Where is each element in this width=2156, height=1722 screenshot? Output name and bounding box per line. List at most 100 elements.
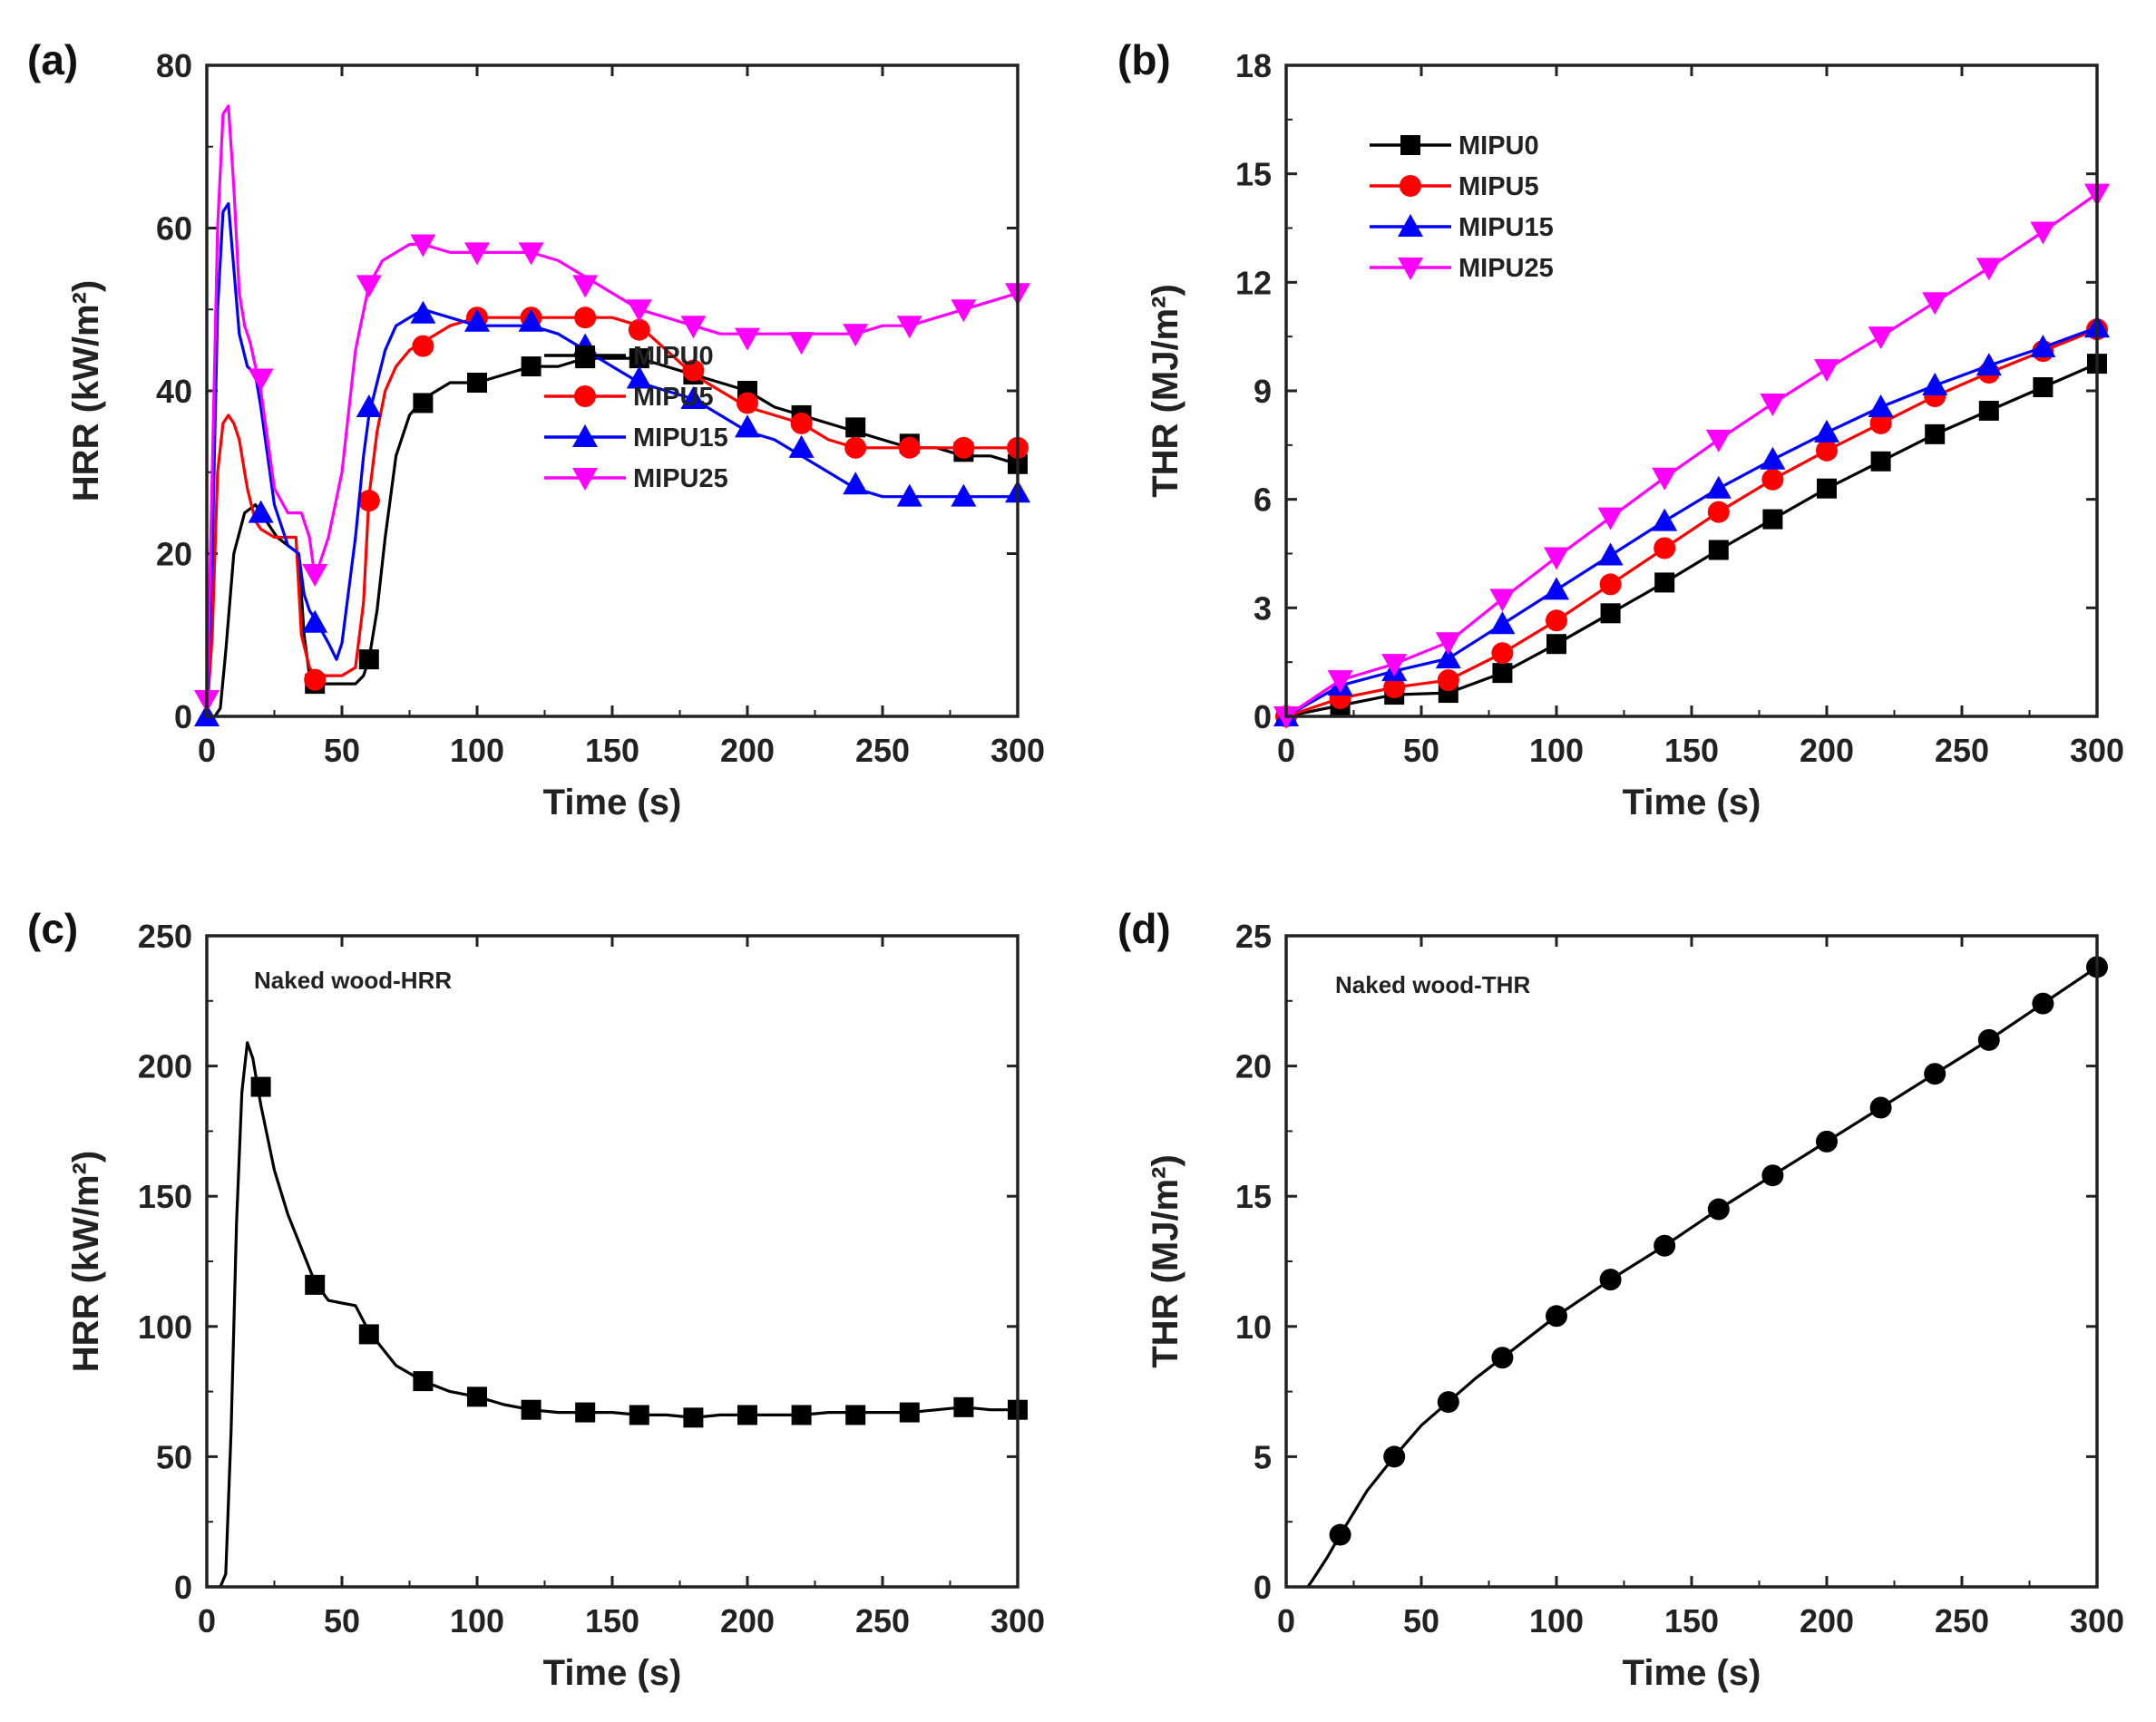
data-point-MIPU5 — [1707, 501, 1730, 523]
data-point-MIPU15 — [951, 483, 977, 507]
data-point-MIPU15 — [1435, 646, 1461, 669]
y-tick-label: 18 — [1235, 47, 1272, 84]
x-axis-title: Time (s) — [1623, 783, 1761, 822]
data-point-MIPU0 — [1708, 540, 1729, 560]
legend-label: MIPU15 — [1458, 213, 1554, 242]
data-point-MIPU25 — [896, 316, 922, 339]
data-point-Naked wood-HRR — [467, 1386, 487, 1407]
data-point-MIPU5 — [1761, 468, 1784, 491]
data-point-MIPU15 — [896, 483, 922, 507]
data-point-MIPU0 — [358, 649, 379, 670]
legend-label: MIPU5 — [1458, 172, 1539, 201]
data-point-Naked wood-THR — [1437, 1391, 1459, 1414]
series-line-Naked wood-THR — [1306, 966, 2097, 1587]
x-tick-label: 0 — [198, 1602, 216, 1639]
series-line-MIPU25 — [1286, 192, 2097, 716]
data-point-MIPU0 — [1817, 478, 1837, 499]
data-point-Naked wood-THR — [1924, 1063, 1946, 1085]
data-point-MIPU0 — [1600, 603, 1621, 624]
data-point-Naked wood-THR — [1599, 1269, 1622, 1291]
data-point-MIPU15 — [1489, 611, 1516, 635]
data-point-Naked wood-HRR — [413, 1371, 434, 1392]
data-point-MIPU25 — [788, 332, 815, 355]
data-point-MIPU15 — [410, 300, 436, 324]
x-tick-label: 100 — [450, 732, 504, 769]
y-tick-label: 50 — [156, 1438, 192, 1475]
data-point-MIPU0 — [1925, 423, 1946, 444]
legend-label: MIPU5 — [633, 383, 714, 412]
plot-frame — [205, 63, 1019, 718]
series-line-MIPU25 — [207, 104, 1018, 716]
data-point-Naked wood-THR — [1977, 1028, 2000, 1051]
y-tick-label: 200 — [138, 1048, 192, 1085]
y-tick-label: 0 — [174, 1569, 192, 1606]
data-point-MIPU5 — [952, 436, 975, 459]
series-line-MIPU15 — [1286, 326, 2097, 716]
y-tick-label: 100 — [138, 1309, 192, 1346]
data-point-MIPU0 — [1762, 509, 1783, 530]
data-point-Naked wood-THR — [1491, 1347, 1514, 1369]
data-point-MIPU25 — [572, 275, 599, 298]
data-point-Naked wood-THR — [1654, 1234, 1676, 1257]
data-point-MIPU5 — [357, 490, 380, 512]
data-point-MIPU25 — [410, 234, 436, 258]
data-point-MIPU5 — [790, 412, 813, 434]
data-point-MIPU25 — [1597, 507, 1624, 530]
data-point-MIPU25 — [1705, 429, 1732, 452]
y-tick-label: 25 — [1235, 918, 1272, 955]
panel-annotation: Naked wood-HRR — [254, 967, 452, 994]
data-point-MIPU0 — [845, 417, 866, 438]
series-line-MIPU5 — [207, 316, 1018, 716]
data-point-MIPU0 — [467, 373, 487, 394]
y-tick-label: 12 — [1235, 264, 1272, 301]
x-tick-label: 150 — [585, 1602, 639, 1639]
data-point-Naked wood-HRR — [737, 1405, 757, 1425]
series-line-MIPU15 — [207, 202, 1018, 716]
data-point-MIPU25 — [518, 242, 544, 266]
data-point-MIPU15 — [518, 308, 544, 332]
legend-marker — [1400, 175, 1421, 197]
data-point-Naked wood-THR — [1816, 1130, 1838, 1153]
data-point-Naked wood-THR — [1761, 1164, 1784, 1187]
data-point-MIPU25 — [1544, 547, 1569, 570]
data-point-MIPU5 — [1816, 439, 1838, 462]
data-point-Naked wood-HRR — [953, 1396, 974, 1417]
data-point-Naked wood-THR — [1329, 1523, 1351, 1546]
y-tick-label: 40 — [156, 373, 192, 410]
data-point-MIPU15 — [1922, 373, 1948, 396]
data-point-MIPU25 — [2030, 221, 2056, 245]
data-point-MIPU0 — [1978, 400, 1999, 421]
x-tick-label: 300 — [990, 732, 1045, 769]
data-point-Naked wood-HRR — [521, 1399, 541, 1420]
data-point-MIPU15 — [1544, 577, 1569, 600]
data-point-MIPU25 — [1381, 654, 1408, 677]
legend-marker — [1398, 258, 1423, 280]
data-point-MIPU0 — [1870, 451, 1891, 472]
y-tick-label: 250 — [138, 918, 192, 955]
data-point-MIPU5 — [737, 392, 758, 414]
data-point-MIPU15 — [1868, 394, 1894, 417]
x-tick-label: 50 — [1403, 732, 1439, 769]
data-point-MIPU15 — [626, 365, 652, 389]
data-point-Naked wood-HRR — [250, 1076, 271, 1097]
data-point-MIPU15 — [356, 394, 382, 417]
data-point-MIPU0 — [521, 356, 541, 377]
x-tick-label: 300 — [2070, 1602, 2124, 1639]
data-point-Naked wood-HRR — [305, 1274, 326, 1295]
legend-marker — [572, 424, 598, 447]
data-point-MIPU15 — [1652, 508, 1678, 531]
data-point-MIPU15 — [2030, 335, 2056, 358]
series-line-Naked wood-HRR — [207, 1041, 1018, 1587]
y-tick-label: 60 — [156, 210, 192, 248]
x-tick-label: 100 — [1529, 732, 1584, 769]
data-point-MIPU25 — [464, 242, 490, 266]
data-point-MIPU25 — [843, 324, 869, 347]
x-tick-label: 250 — [1935, 732, 1989, 769]
data-point-Naked wood-HRR — [683, 1407, 704, 1428]
data-point-MIPU15 — [1814, 419, 1839, 443]
panel-annotation: Naked wood-THR — [1335, 971, 1530, 998]
legend-marker — [574, 385, 596, 407]
legend-marker — [1400, 135, 1420, 155]
data-point-MIPU5 — [1383, 676, 1406, 699]
data-point-Naked wood-HRR — [575, 1402, 596, 1423]
